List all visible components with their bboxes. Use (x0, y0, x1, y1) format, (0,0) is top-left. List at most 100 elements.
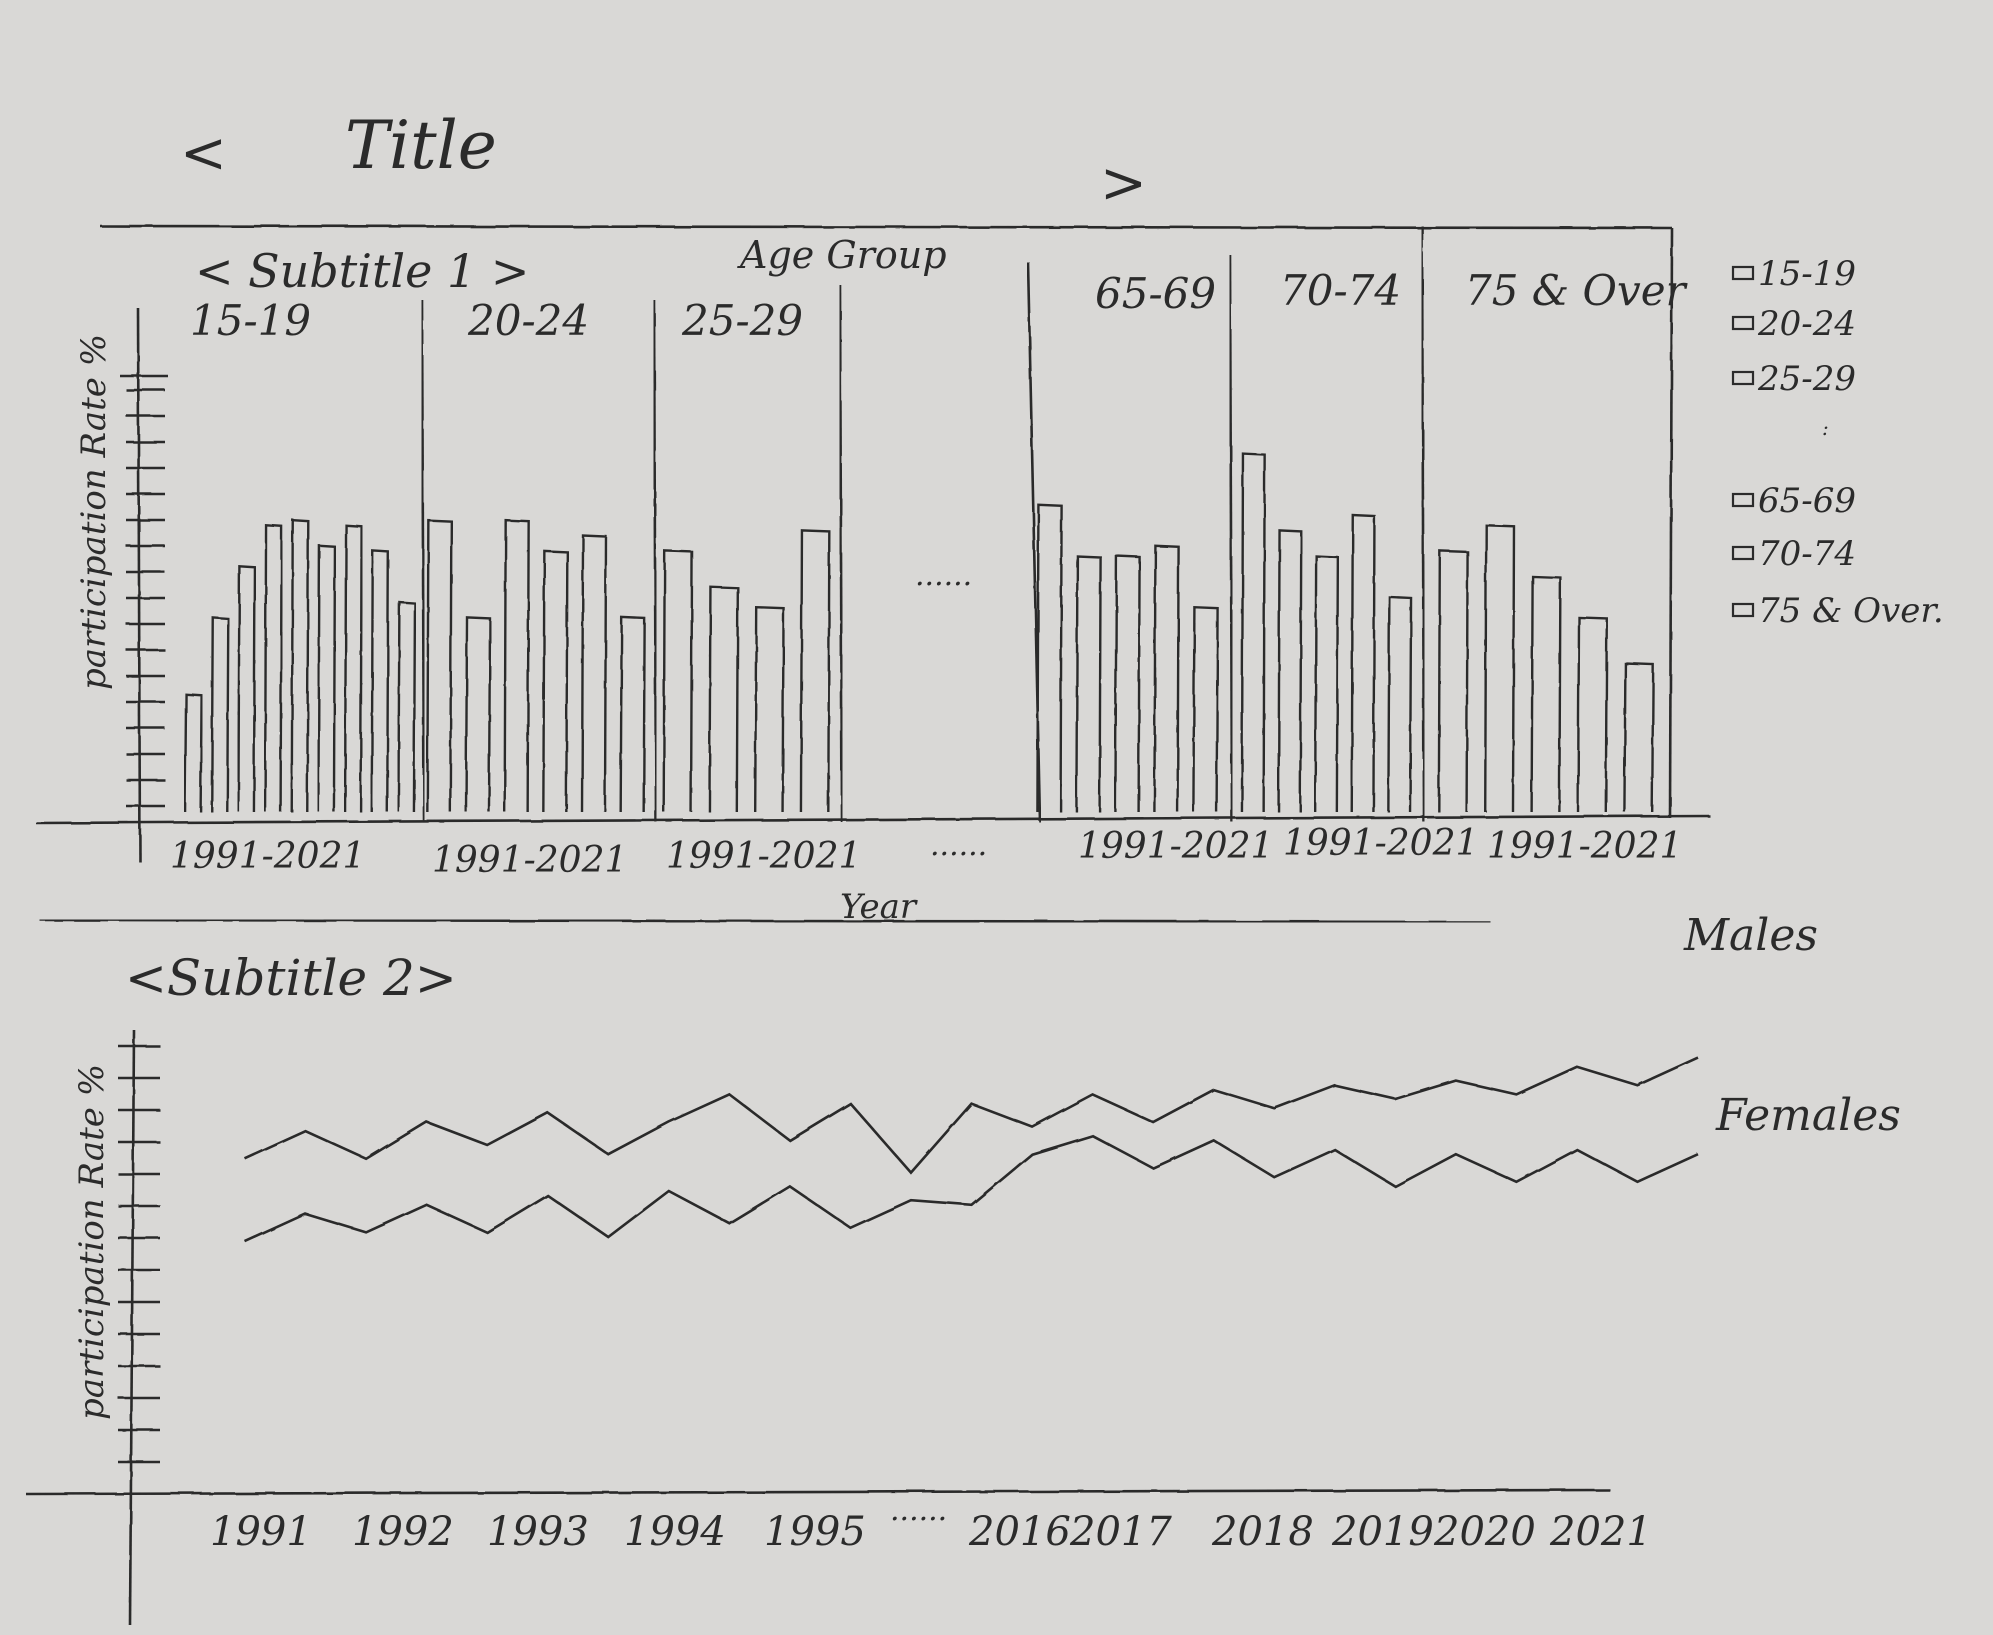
legend-label: 70-74 (1758, 534, 1856, 574)
legend-swatch (1731, 492, 1755, 508)
facet-1: 20-24 1991-2021 (426, 296, 658, 881)
legend-label: 20-24 (1757, 304, 1856, 344)
legend-swatch (1731, 265, 1755, 281)
bar (662, 549, 694, 813)
x-tick-label: 1995 (764, 1509, 866, 1555)
series-line-males (244, 1056, 1699, 1175)
facet-x-range: 1991-2021 (1078, 826, 1273, 867)
x-tick: 2016 (968, 1470, 1071, 1555)
bar (619, 616, 646, 813)
bar (1576, 616, 1608, 813)
bar (708, 585, 740, 813)
bar (1313, 554, 1340, 813)
bar (1437, 549, 1469, 813)
age-group-header: Age Group (737, 233, 947, 277)
x-tick: 2019 (1331, 1470, 1434, 1555)
panel1-subtitle: < Subtitle 1 > (195, 244, 529, 298)
series-label: Males (1683, 910, 1818, 961)
panel1-frame (35, 224, 1711, 863)
series-line-females (244, 1134, 1699, 1243)
legend-label: 25-29 (1757, 359, 1856, 399)
facet-4: 70-74 1991-2021 (1240, 225, 1478, 864)
x-tick-label: 2021 (1549, 1509, 1652, 1555)
facet-5: 75 & Over 1991-2021 (1437, 266, 1689, 867)
x-tick-label: 1994 (624, 1509, 726, 1555)
next-button[interactable]: > (1100, 151, 1147, 216)
legend-item: 25-29 (1731, 359, 1856, 399)
bar (1387, 595, 1413, 813)
x-tick: 2021 (1549, 1470, 1652, 1555)
legend-item: 65-69 (1731, 481, 1856, 521)
facet-label: 65-69 (1095, 269, 1216, 318)
x-tick: 1992 (352, 1470, 454, 1555)
x-tick: 2018 (1211, 1470, 1314, 1555)
bar (1623, 662, 1655, 813)
bar (1114, 554, 1141, 813)
panel2-y-axis (128, 1029, 136, 1626)
panel-divider (39, 918, 1491, 924)
prev-button[interactable]: < (180, 121, 227, 186)
facet-groups: 15-19 1991-2021 20-24 1991-2021 25-29 1991-20… (170, 225, 1689, 881)
bar (1153, 544, 1180, 813)
panel2-x-ticks: 1991 1992 1993 1994 1995...... 2016 2017 2018 20… (210, 1470, 1652, 1555)
bar (397, 600, 417, 813)
panel1-y-axis (136, 307, 142, 863)
legend-swatch (1731, 370, 1755, 386)
bar (464, 616, 492, 813)
x-tick-label: 2018 (1211, 1509, 1314, 1555)
bar (290, 518, 310, 813)
bar (1036, 503, 1063, 813)
series-label: Females (1715, 1090, 1901, 1141)
panel1-y-label: participation Rate % (74, 334, 114, 690)
facet-separator (652, 299, 658, 823)
facet-x-range: 1991-2021 (666, 836, 861, 877)
facet-label: 70-74 (1280, 266, 1401, 315)
facet-separator (1228, 254, 1234, 823)
x-tick-label: 1992 (352, 1509, 454, 1555)
bar (343, 524, 363, 813)
x-tick: 2017 (1069, 1470, 1172, 1555)
legend-label: 65-69 (1758, 481, 1856, 521)
panel2-subtitle: <Subtitle 2> (125, 949, 457, 1007)
x-tick: 1991 (210, 1470, 312, 1555)
x-tick-label: 1993 (487, 1509, 589, 1555)
panel2-lines: Males Females (244, 910, 1901, 1243)
legend-swatch (1731, 315, 1755, 331)
bar (1240, 452, 1266, 813)
bar (1075, 554, 1102, 813)
legend-swatch (1731, 602, 1755, 618)
facet-label: 75 & Over (1465, 266, 1689, 315)
bar (503, 518, 530, 813)
legend-item: : (1822, 416, 1829, 440)
bar (183, 692, 203, 813)
bar (580, 534, 608, 813)
x-tick: 1993 (487, 1470, 589, 1555)
legend-item: 75 & Over. (1731, 591, 1944, 631)
legend-item: 20-24 (1731, 304, 1856, 344)
x-tick-label: 2017 (1069, 1509, 1172, 1555)
panel1-gap-ellipsis: ...... (915, 558, 972, 593)
x-tick-label: 2020 (1433, 1509, 1536, 1555)
page-title: Title (345, 107, 497, 184)
bar (799, 529, 831, 813)
facet-label: 25-29 (681, 296, 803, 345)
panel2-axes (25, 1029, 1611, 1626)
bar (210, 616, 230, 813)
x-tick-label: 1991 (210, 1509, 312, 1555)
bar (1350, 513, 1376, 813)
x-tick: 2020 (1433, 1470, 1536, 1555)
facet-label: 15-19 (190, 296, 311, 345)
facet-x-range: 1991-2021 (170, 836, 365, 877)
facet-separator (1420, 225, 1426, 823)
facet-0: 15-19 1991-2021 (170, 296, 426, 877)
x-tick-ellipsis: ...... (890, 1493, 947, 1528)
bar (237, 564, 257, 813)
panel1-y-ticks (126, 388, 165, 808)
panel1-axis-ellipsis: ...... (930, 828, 987, 863)
bar (370, 549, 390, 813)
bar (263, 524, 283, 813)
facet-label: 20-24 (467, 296, 589, 345)
facet-x-range: 1991-2021 (1487, 826, 1682, 867)
x-tick: 1994 (624, 1470, 726, 1555)
